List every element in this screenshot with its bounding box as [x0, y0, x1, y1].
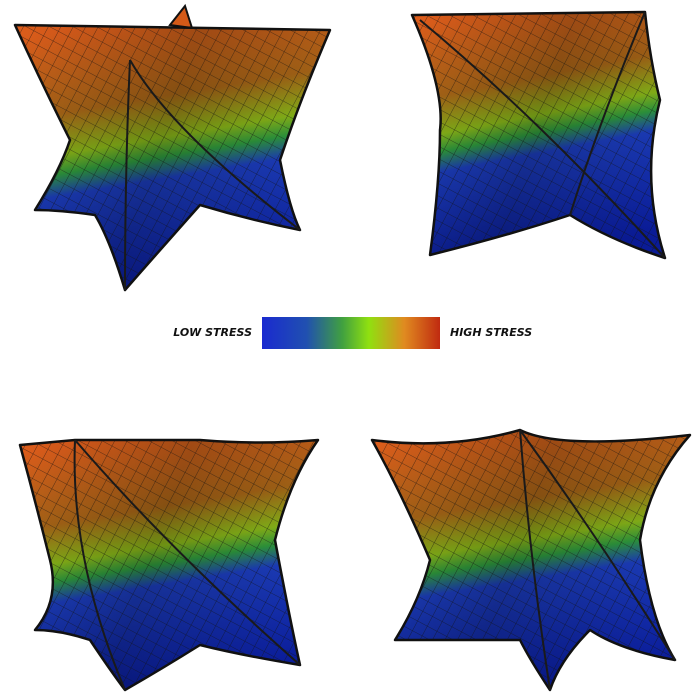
- legend-high-label: HIGH STRESS: [450, 326, 532, 339]
- surface-bottom-right: [370, 428, 692, 692]
- stress-legend: LOW STRESS HIGH STRESS: [173, 317, 532, 349]
- surface-top-left: [13, 3, 332, 292]
- surface-bottom-left: [18, 438, 320, 692]
- color-bar: [262, 317, 440, 349]
- surface-top-right: [410, 10, 667, 260]
- legend-low-label: LOW STRESS: [173, 326, 252, 339]
